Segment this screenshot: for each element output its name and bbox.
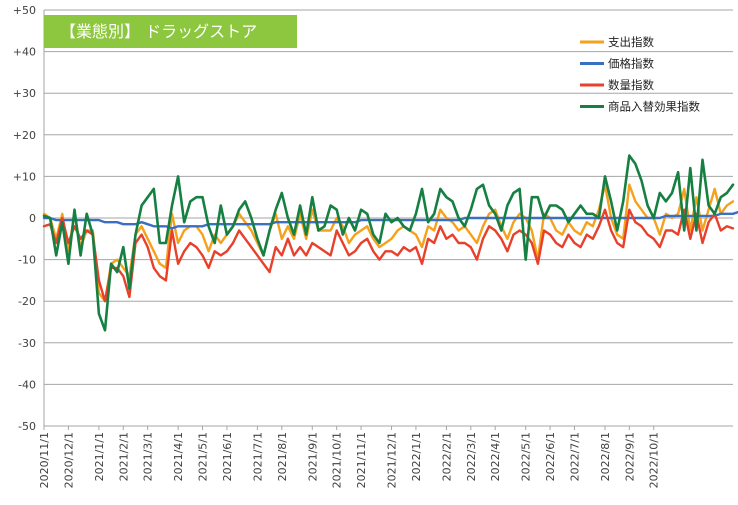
- y-tick-label: -30: [18, 337, 36, 350]
- chart-title: 【業態別】 ドラッグストア: [60, 22, 257, 41]
- y-axis-ticks: +50 +40 +30 +20 +10 0 -10 -20 -30 -40 -50: [13, 4, 36, 433]
- x-tick-label: 2022/8/1: [599, 432, 612, 481]
- x-tick-label: 2020/11/1: [38, 432, 51, 488]
- y-tick-label: +30: [13, 87, 36, 100]
- x-tick-label: 2021/6/1: [221, 432, 234, 481]
- legend-label: 支出指数: [608, 35, 654, 49]
- series-lines: [42, 154, 738, 332]
- y-tick-label: -40: [18, 378, 36, 391]
- x-tick-label: 2021/5/1: [197, 432, 210, 481]
- y-tick-label: +10: [13, 170, 36, 183]
- y-tick-label: -10: [18, 254, 36, 267]
- x-tick-label: 2021/12/1: [386, 432, 399, 488]
- y-tick-label: 0: [29, 212, 36, 225]
- series-line-1: [42, 183, 735, 303]
- x-tick-label: 2022/9/1: [623, 432, 636, 481]
- x-tick-label: 2021/7/1: [251, 432, 264, 481]
- legend-label: 数量指数: [608, 78, 654, 92]
- title-background: [44, 15, 297, 48]
- x-tick-label: 2022/5/1: [520, 432, 533, 481]
- x-tick-label: 2022/1/1: [410, 432, 423, 481]
- x-tick-label: 2022/7/1: [568, 432, 581, 481]
- y-tick-label: +40: [13, 46, 36, 59]
- x-tick-label: 2021/9/1: [306, 432, 319, 481]
- series-line-3: [42, 208, 735, 303]
- legend-label: 商品入替効果指数: [608, 100, 700, 114]
- x-tick-label: 2021/4/1: [172, 432, 185, 481]
- y-tick-label: +50: [13, 4, 36, 17]
- legend-label: 価格指数: [608, 57, 654, 71]
- y-tick-label: -20: [18, 295, 36, 308]
- y-tick-label: +20: [13, 129, 36, 142]
- x-tick-label: 2022/2/1: [440, 432, 453, 481]
- x-tick-label: 2022/3/1: [465, 432, 478, 481]
- x-tick-label: 2021/1/1: [93, 432, 106, 481]
- x-axis-ticks: 2020/11/1 2020/12/1 2021/1/1 2021/2/1 2021/3…: [38, 426, 661, 488]
- x-tick-label: 2021/8/1: [276, 432, 289, 481]
- x-tick-label: 2021/3/1: [142, 432, 155, 481]
- x-tick-label: 2022/4/1: [489, 432, 502, 481]
- x-tick-label: 2021/10/1: [331, 432, 344, 488]
- series-line-4: [42, 154, 735, 332]
- y-tick-label: -50: [18, 420, 36, 433]
- x-tick-label: 2022/10/1: [648, 432, 661, 488]
- x-tick-label: 2022/6/1: [544, 432, 557, 481]
- x-tick-label: 2021/2/1: [117, 432, 130, 481]
- chart-title-box: 【業態別】 ドラッグストア: [44, 15, 297, 48]
- x-tick-label: 2020/12/1: [62, 432, 75, 488]
- x-tick-label: 2021/11/1: [355, 432, 368, 488]
